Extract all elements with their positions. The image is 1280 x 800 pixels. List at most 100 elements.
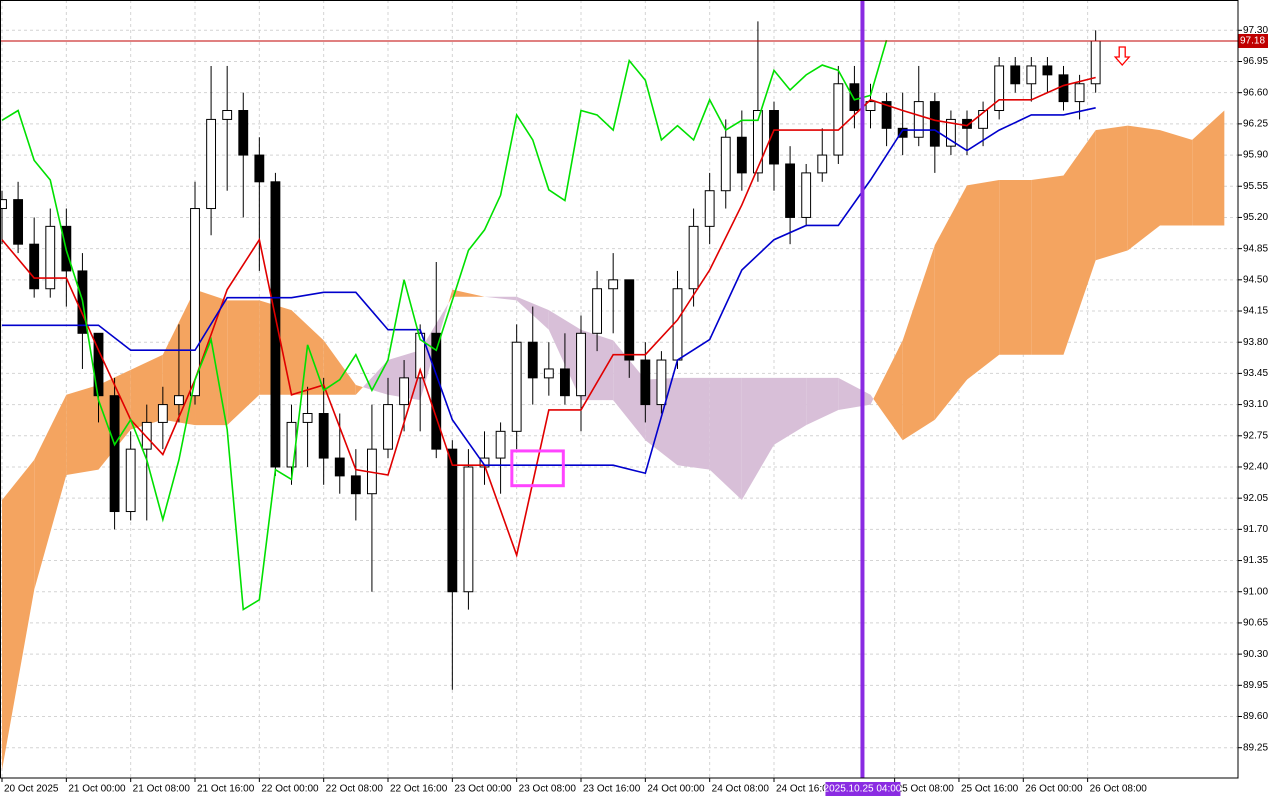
candle-body — [270, 181, 281, 468]
candle-body — [559, 368, 570, 397]
candle-body — [190, 208, 200, 397]
cloud — [806, 377, 839, 426]
cloud — [355, 384, 363, 395]
y-tick-label: 92.05 — [1243, 493, 1268, 504]
cloud — [1192, 110, 1225, 226]
candle-body — [865, 101, 876, 112]
candle-body — [334, 457, 345, 477]
candle-body — [254, 154, 265, 183]
axes: 97.30 96.95 96.60 96.25 95.90 95.55 95.20 94.85… — [1, 25, 1268, 796]
candle-body — [720, 136, 731, 192]
cloud — [130, 354, 163, 430]
cloud — [1095, 125, 1128, 261]
x-tick-label: 22 Oct 16:00 — [390, 784, 448, 795]
candle-body — [640, 359, 651, 406]
cloud — [1159, 130, 1193, 226]
cloud — [66, 384, 99, 475]
indicator-line — [1, 39, 888, 611]
y-tick-label: 95.90 — [1243, 150, 1268, 161]
candle-body — [383, 404, 393, 450]
signal-arrow — [1113, 46, 1131, 67]
candle-body — [0, 199, 7, 210]
y-tick-label: 90.30 — [1243, 649, 1268, 660]
candle-body — [817, 154, 828, 174]
cloud — [1031, 175, 1064, 355]
y-tick-label: 91.70 — [1243, 524, 1268, 535]
y-tick-label: 91.00 — [1243, 586, 1268, 597]
x-tick-label: 24 Oct 08:00 — [712, 784, 770, 795]
cloud — [741, 377, 775, 500]
cloud — [902, 245, 935, 441]
x-tick-label: 26 Oct 08:00 — [1090, 784, 1148, 795]
candle-body — [656, 359, 667, 406]
cloud — [870, 394, 874, 405]
x-tick-label: 21 Oct 00:00 — [68, 784, 126, 795]
cloud — [1127, 125, 1160, 251]
candle-body — [833, 83, 844, 156]
y-tick-label: 90.65 — [1243, 618, 1268, 629]
candle-body — [929, 101, 940, 147]
candle-body — [222, 110, 233, 120]
cursor-label-box — [825, 782, 901, 796]
cloud — [873, 340, 903, 441]
candle-body — [495, 430, 506, 459]
x-tick-label: 24 Oct 00:00 — [647, 784, 705, 795]
x-tick-label: 23 Oct 00:00 — [454, 784, 512, 795]
x-tick-label: 22 Oct 08:00 — [326, 784, 384, 795]
candle-body — [1074, 83, 1085, 103]
candle-body — [29, 243, 40, 290]
y-tick-label: 94.15 — [1243, 306, 1268, 317]
candle-body — [994, 65, 1005, 112]
cloud — [227, 300, 260, 426]
candle-body — [592, 288, 603, 334]
indicator-line — [2, 107, 1096, 475]
y-tick-label: 97.30 — [1243, 25, 1268, 36]
candle-body — [945, 118, 956, 147]
x-tick-label: 23 Oct 16:00 — [583, 784, 641, 795]
x-tick-label: 21 Oct 08:00 — [133, 784, 191, 795]
candle-body — [608, 279, 619, 290]
candle-body — [913, 101, 924, 138]
candle-body — [527, 341, 538, 379]
cloud — [999, 180, 1032, 355]
candle-body — [415, 332, 426, 379]
x-tick-label: 26 Oct 00:00 — [1025, 784, 1083, 795]
candle-body — [962, 118, 972, 129]
indicator-line — [1, 76, 1096, 559]
cloud — [1063, 130, 1096, 355]
candle-body — [174, 395, 184, 406]
candle-body — [576, 332, 586, 397]
y-tick-label: 96.25 — [1243, 119, 1268, 130]
x-tick-label: 21 Oct 16:00 — [197, 784, 255, 795]
cloud — [966, 180, 1000, 380]
candle-body — [511, 341, 522, 432]
candle-body — [1026, 65, 1037, 85]
candle-body — [431, 332, 442, 450]
x-tick-label: 25 Oct 16:00 — [961, 784, 1019, 795]
candle-body — [157, 404, 168, 423]
candle-body — [801, 172, 812, 218]
plot-area — [0, 0, 1238, 778]
candle-body — [688, 225, 699, 290]
candle-body — [463, 466, 474, 593]
x-tick-label: 22 Oct 00:00 — [261, 784, 319, 795]
candle-body — [447, 448, 458, 593]
cloud — [709, 377, 742, 500]
candle-body — [1010, 65, 1021, 85]
candle-body — [543, 368, 554, 379]
cloud — [34, 394, 67, 590]
cloud — [613, 340, 646, 441]
x-tick-label: 23 Oct 08:00 — [519, 784, 577, 795]
x-tick-label: 20 Oct 2025 — [4, 784, 59, 795]
y-tick-label: 96.60 — [1243, 87, 1268, 98]
y-tick-label: 94.85 — [1243, 243, 1268, 254]
cloud — [934, 185, 967, 420]
candle-body — [350, 475, 361, 495]
candle-body — [752, 110, 763, 174]
y-tick-label: 95.55 — [1243, 181, 1268, 192]
candle-body — [978, 110, 989, 129]
candle-body — [399, 377, 410, 406]
candle-body — [624, 279, 635, 361]
y-tick-label: 92.75 — [1243, 430, 1268, 441]
